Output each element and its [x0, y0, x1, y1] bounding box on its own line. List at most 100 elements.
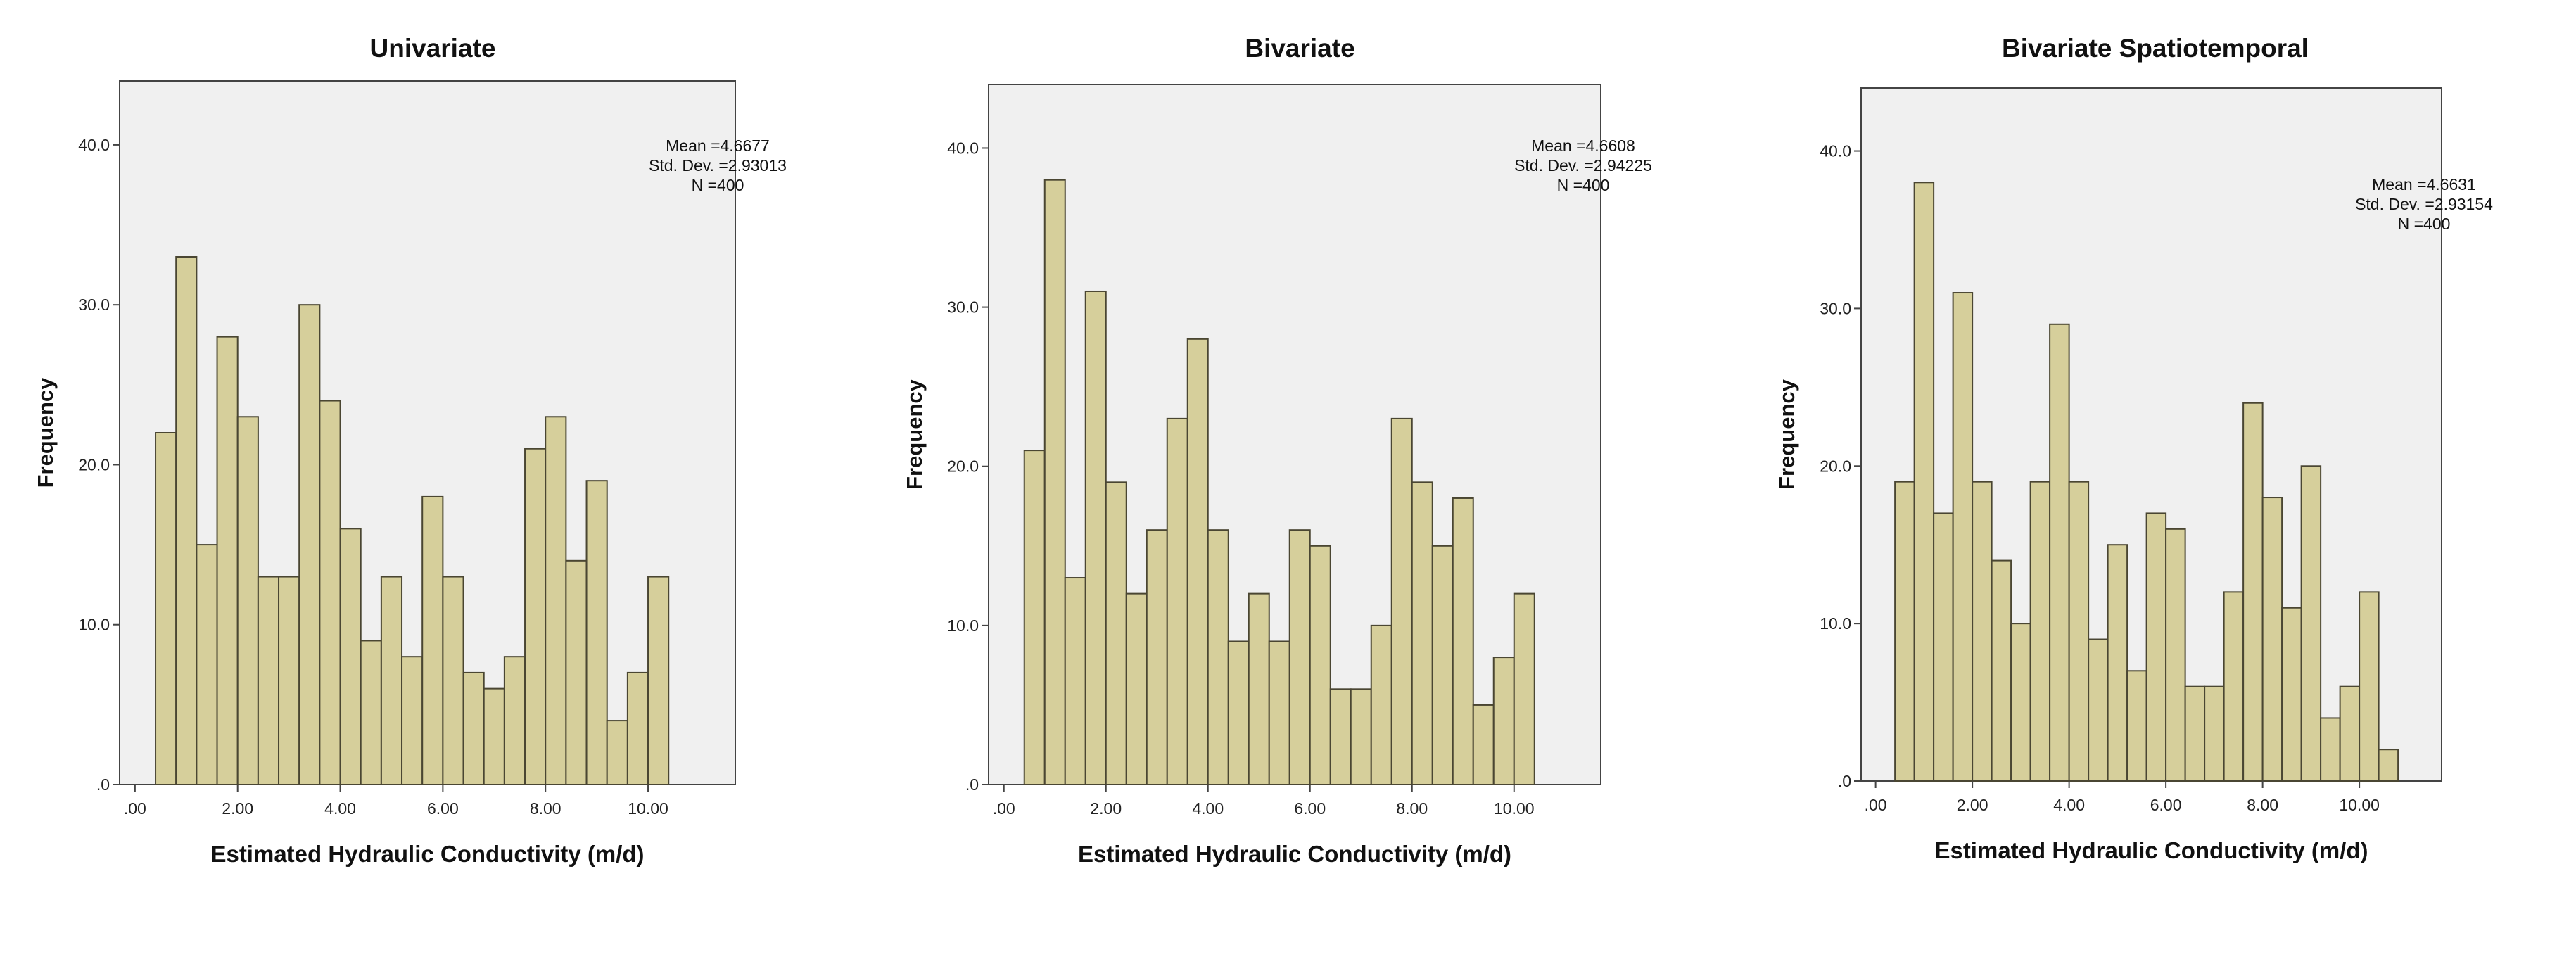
y-tick-label: 40.0: [1820, 142, 1851, 160]
histogram-bar: [2204, 685, 2225, 782]
histogram-bar: [2223, 591, 2245, 782]
x-tick-label: .00: [124, 799, 146, 818]
x-tick-label: 4.00: [2053, 796, 2085, 814]
stats-line: Std. Dev. =2.94225: [1514, 156, 1652, 175]
y-tick-label: 30.0: [947, 298, 979, 317]
histogram-bar: [2339, 685, 2361, 782]
histogram-bar: [2300, 465, 2322, 782]
histogram-bar: [1991, 559, 2012, 782]
histogram-bar: [524, 448, 547, 786]
histogram-bar: [2242, 402, 2264, 782]
x-axis-label: Estimated Hydraulic Conductivity (m/d): [1078, 841, 1511, 867]
x-tick-label: 10.00: [2339, 796, 2380, 814]
histogram-bar: [1023, 450, 1046, 785]
x-tick-label: 10.00: [1494, 799, 1535, 818]
y-tick-label: .0: [1838, 772, 1851, 790]
stats-line: Mean =4.6631: [2372, 175, 2476, 194]
histogram-chart: .0 10.0 20.0 30.0 40.0 .00 2.00 4.00 6.00 8.00 10.…: [902, 84, 1652, 867]
histogram-bar: [1227, 640, 1250, 786]
histogram-bar: [1207, 529, 1229, 785]
histogram-bar: [1492, 657, 1515, 785]
x-tick-label: 2.00: [1090, 799, 1122, 818]
x-axis-label: Estimated Hydraulic Conductivity (m/d): [210, 841, 644, 867]
y-tick-label: .0: [965, 775, 979, 794]
stats-line: Std. Dev. =2.93154: [2355, 195, 2493, 213]
x-tick-label: .00: [1865, 796, 1887, 814]
histogram-bar: [257, 576, 280, 786]
histogram-bar: [155, 432, 177, 785]
histogram-bar: [1084, 290, 1107, 785]
histogram-bar: [1146, 529, 1168, 785]
histogram-bar: [2281, 607, 2302, 782]
histogram-bar: [626, 671, 649, 786]
histogram-bar: [2184, 685, 2206, 782]
histogram-bar: [1952, 292, 1974, 782]
histogram-bar: [1186, 338, 1209, 785]
y-tick-label: 20.0: [1820, 457, 1851, 475]
histogram-bar: [1309, 545, 1331, 786]
histogram-bar: [175, 256, 198, 785]
stats-line: N =400: [692, 176, 744, 194]
y-tick-label: 20.0: [78, 455, 110, 474]
histogram-panel-bivariate: Bivariate .0 10.0 20.0 30.0 40.0 .00 2.00 4.00 6…: [865, 0, 1734, 964]
histogram-bar: [1064, 577, 1086, 785]
histogram-bar: [2165, 528, 2186, 782]
x-tick-label: 8.00: [2247, 796, 2278, 814]
histogram-bar: [1411, 481, 1433, 785]
histogram-bar: [360, 640, 382, 785]
histogram-bar: [401, 656, 424, 785]
x-tick-label: 6.00: [427, 799, 459, 818]
histogram-bar: [298, 304, 321, 785]
y-tick-label: 40.0: [78, 136, 110, 154]
x-tick-label: 8.00: [530, 799, 561, 818]
histogram-bar: [421, 495, 444, 786]
y-tick-label: 30.0: [1820, 299, 1851, 317]
histogram-bar: [1329, 688, 1352, 785]
histogram-bar: [1972, 481, 1993, 782]
x-tick-label: 4.00: [1192, 799, 1224, 818]
x-tick-label: 6.00: [1294, 799, 1326, 818]
histogram-bar: [2145, 512, 2167, 782]
histogram-bar: [1370, 624, 1392, 786]
histogram-bar: [2359, 591, 2380, 782]
y-axis-label: Frequency: [902, 379, 927, 490]
y-tick-label: 40.0: [947, 139, 979, 157]
histogram-bar: [2107, 544, 2128, 782]
stats-line: Mean =4.6608: [1531, 137, 1635, 155]
x-tick-label: 2.00: [1957, 796, 1988, 814]
stats-line: N =400: [1557, 176, 1610, 194]
histogram-bar: [1390, 417, 1413, 785]
x-axis-label: Estimated Hydraulic Conductivity (m/d): [1934, 837, 2368, 863]
histogram-bar: [2320, 717, 2341, 782]
histogram-bar: [1350, 688, 1372, 785]
y-tick-label: 20.0: [947, 457, 979, 476]
histogram-bar: [2261, 497, 2283, 782]
stats-line: Mean =4.6677: [666, 137, 770, 155]
x-tick-label: 6.00: [2150, 796, 2182, 814]
y-tick-label: 30.0: [78, 296, 110, 314]
histogram-bar: [1288, 529, 1311, 785]
histogram-bar: [1513, 592, 1535, 785]
histogram-bar: [1431, 545, 1454, 786]
x-tick-label: 2.00: [222, 799, 253, 818]
x-tick-label: 10.00: [628, 799, 668, 818]
histogram-bar: [462, 671, 485, 786]
histogram-bar: [1913, 182, 1935, 782]
histogram-bar: [216, 336, 239, 785]
histogram-bar: [483, 687, 505, 785]
y-tick-label: 10.0: [78, 616, 110, 634]
y-axis-label: Frequency: [1775, 379, 1799, 490]
histogram-bar: [2126, 670, 2147, 782]
histogram-bar: [503, 656, 526, 785]
histogram-bar: [442, 576, 464, 786]
histogram-bar: [545, 416, 567, 785]
histogram-bar: [1472, 704, 1495, 786]
histogram-bar: [585, 480, 608, 785]
stats-line: Std. Dev. =2.93013: [649, 156, 787, 175]
x-tick-label: 8.00: [1396, 799, 1428, 818]
chart-title: Bivariate: [1245, 34, 1355, 63]
histogram-bar: [565, 559, 588, 785]
histogram-chart: .0 10.0 20.0 30.0 40.0 .00 2.00 4.00 6.00 8.00 10.…: [33, 80, 787, 867]
x-tick-label: .00: [993, 799, 1015, 818]
histogram-bar: [236, 416, 259, 785]
